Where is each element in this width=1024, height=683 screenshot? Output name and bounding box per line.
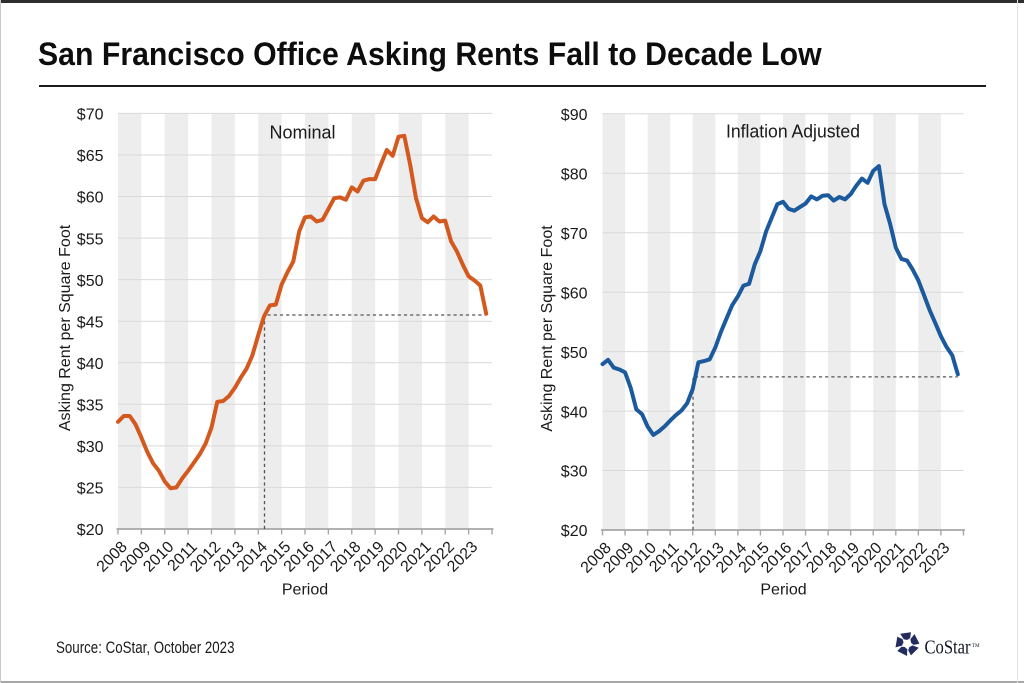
svg-text:$60: $60: [561, 285, 588, 302]
svg-text:$45: $45: [77, 314, 104, 331]
svg-text:$35: $35: [77, 398, 104, 415]
svg-text:Period: Period: [282, 582, 328, 599]
svg-text:$70: $70: [561, 226, 588, 243]
svg-text:$65: $65: [77, 148, 104, 165]
svg-text:$55: $55: [77, 231, 104, 248]
svg-text:Source: CoStar, October 2023: Source: CoStar, October 2023: [56, 638, 235, 657]
svg-text:$70: $70: [77, 107, 104, 124]
svg-text:Asking Rent per Square Foot: Asking Rent per Square Foot: [57, 224, 74, 431]
svg-text:Asking Rent per Square Foot: Asking Rent per Square Foot: [539, 225, 556, 432]
svg-text:$20: $20: [561, 523, 588, 540]
svg-text:$90: $90: [561, 107, 588, 124]
svg-text:$80: $80: [561, 166, 588, 183]
svg-text:Nominal: Nominal: [269, 122, 335, 142]
svg-text:$30: $30: [77, 439, 104, 456]
svg-text:$60: $60: [77, 190, 104, 207]
svg-text:$50: $50: [77, 273, 104, 290]
svg-text:$50: $50: [561, 345, 588, 362]
svg-text:Inflation Adjusted: Inflation Adjusted: [726, 121, 860, 141]
svg-text:$30: $30: [561, 464, 588, 481]
svg-text:Period: Period: [760, 582, 806, 599]
svg-text:$40: $40: [77, 356, 104, 373]
svg-text:TM: TM: [972, 643, 980, 649]
svg-text:$40: $40: [561, 404, 588, 421]
svg-text:CoStar: CoStar: [925, 637, 971, 659]
svg-text:$25: $25: [77, 481, 104, 498]
svg-text:$20: $20: [77, 522, 104, 539]
